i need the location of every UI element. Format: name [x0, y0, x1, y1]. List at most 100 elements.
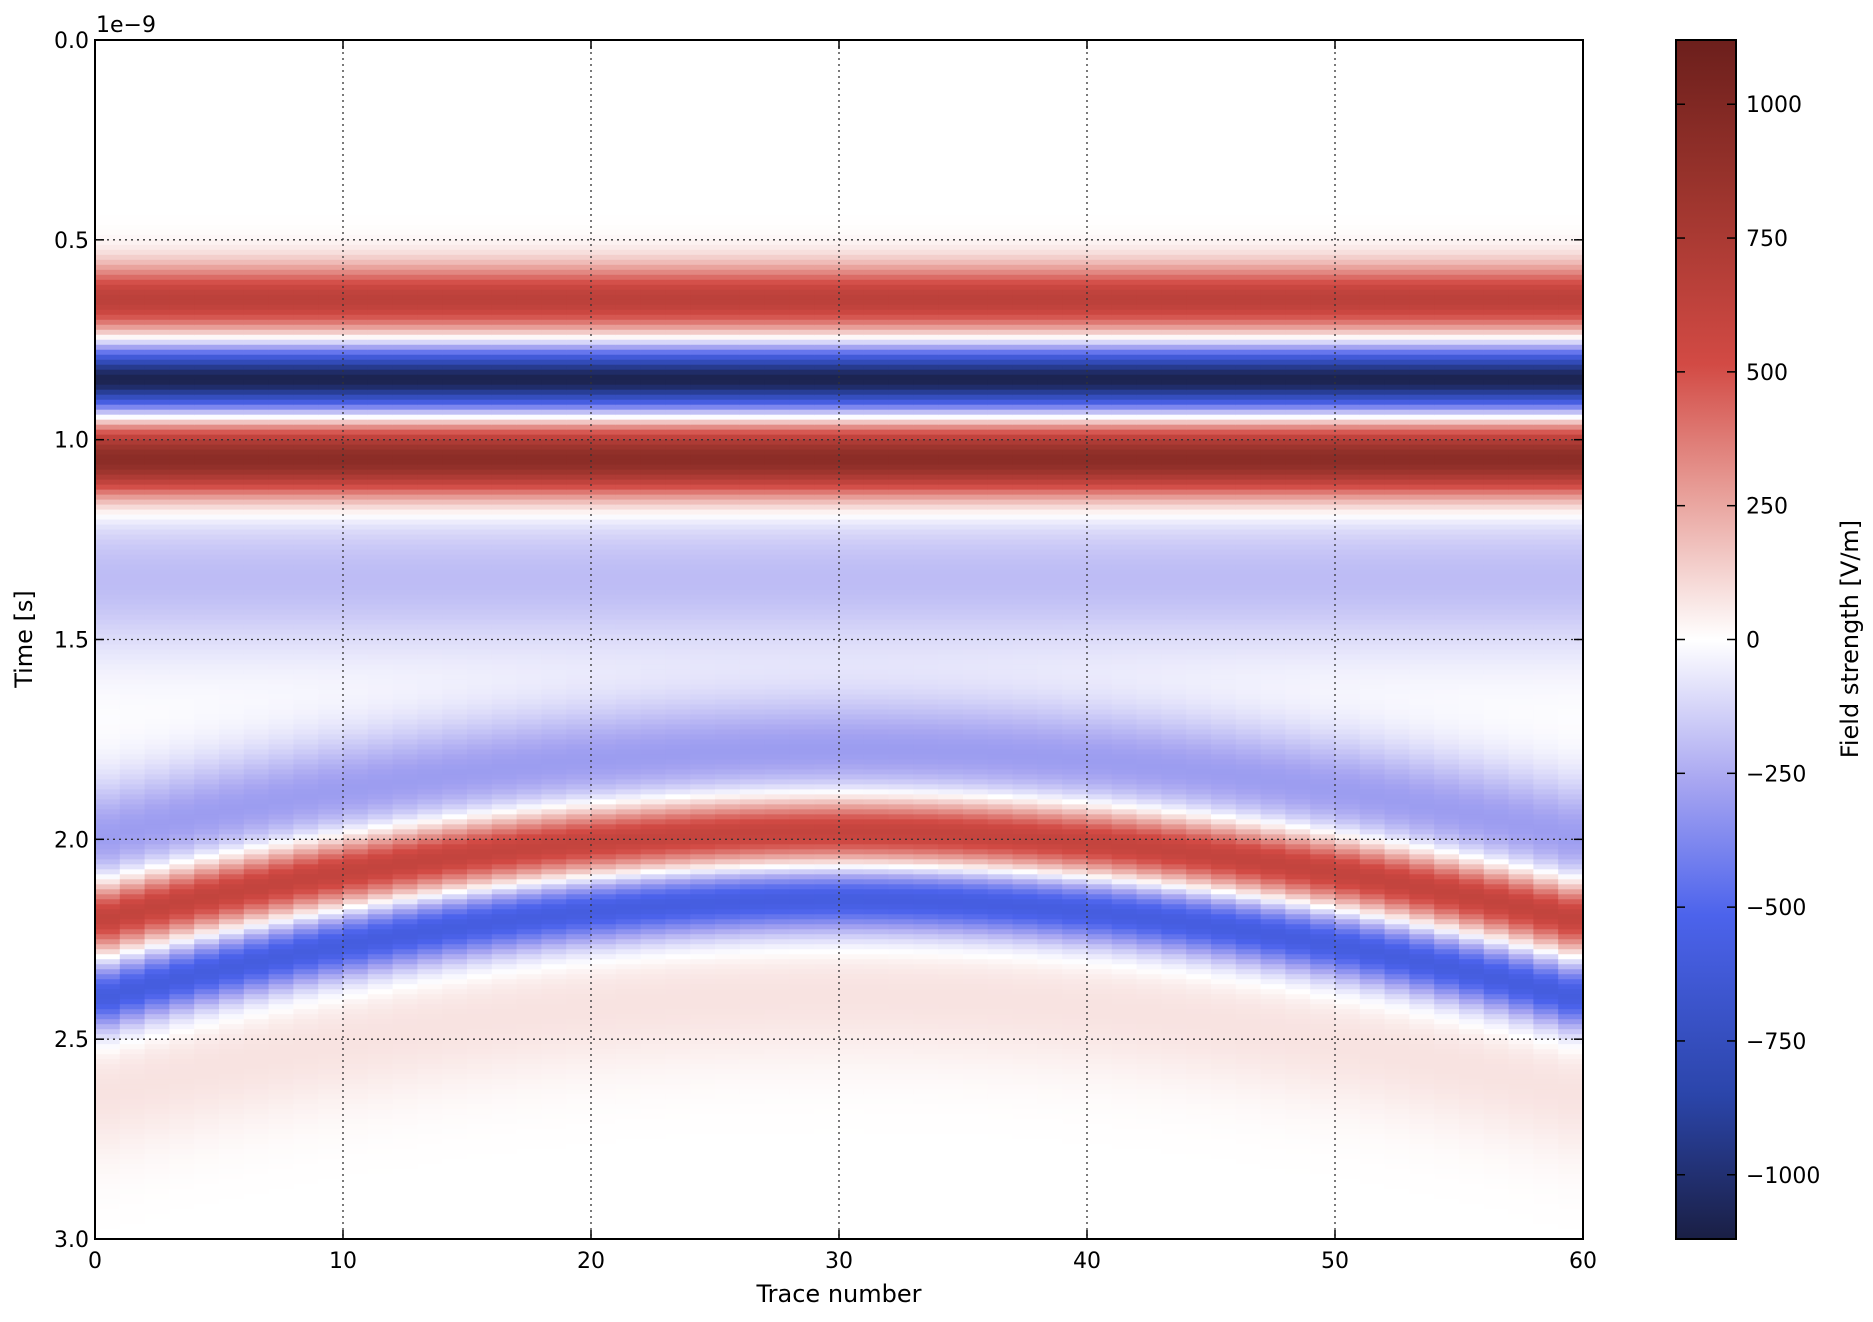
heatmap-cell	[318, 759, 344, 765]
heatmap-cell	[243, 139, 270, 146]
heatmap-cell	[268, 514, 294, 521]
heatmap-cell	[95, 319, 121, 326]
heatmap-cell	[442, 254, 468, 261]
heatmap-cell	[367, 729, 394, 736]
heatmap-cell	[491, 709, 518, 716]
heatmap-cell	[491, 494, 518, 501]
heatmap-cell	[491, 139, 518, 146]
heatmap-cell	[516, 59, 542, 66]
heatmap-cell	[516, 1069, 542, 1075]
heatmap-cell	[144, 754, 170, 760]
heatmap-cell	[219, 334, 245, 341]
heatmap-cell	[417, 1149, 443, 1155]
heatmap-cell	[367, 144, 394, 151]
heatmap-cell	[367, 889, 394, 895]
heatmap-cell	[442, 679, 468, 686]
heatmap-cell	[442, 759, 468, 765]
heatmap-cell	[119, 1119, 146, 1125]
heatmap-cell	[318, 1184, 344, 1190]
heatmap-cell	[591, 864, 617, 870]
heatmap-cell	[194, 554, 220, 561]
heatmap-cell	[144, 40, 170, 46]
heatmap-cell	[144, 434, 170, 441]
heatmap-cell	[591, 599, 617, 606]
heatmap-cell	[491, 364, 518, 371]
heatmap-cell	[367, 1064, 394, 1070]
heatmap-cell	[367, 679, 394, 686]
heatmap-cell	[516, 864, 542, 870]
heatmap-cell	[442, 64, 468, 71]
heatmap-cell	[243, 1184, 270, 1190]
heatmap-cell	[566, 424, 592, 431]
heatmap-cell	[119, 54, 146, 61]
heatmap-cell	[318, 884, 344, 890]
heatmap-cell	[343, 139, 369, 146]
heatmap-cell	[219, 224, 245, 231]
heatmap-cell	[467, 234, 493, 241]
heatmap-cell	[144, 169, 170, 176]
heatmap-cell	[442, 444, 468, 451]
heatmap-cell	[169, 744, 195, 751]
heatmap-cell	[95, 514, 121, 521]
heatmap-cell	[243, 509, 270, 516]
heatmap-cell	[318, 994, 344, 1000]
heatmap-cell	[467, 744, 493, 751]
heatmap-cell	[442, 459, 468, 466]
heatmap-cell	[566, 1074, 592, 1080]
heatmap-cell	[318, 529, 344, 536]
heatmap-cell	[392, 659, 418, 666]
heatmap-cell	[268, 1059, 294, 1065]
heatmap-cell	[194, 49, 220, 56]
heatmap-cell	[516, 214, 542, 221]
heatmap-cell	[591, 384, 617, 391]
heatmap-cell	[95, 1144, 121, 1150]
heatmap-cell	[119, 904, 146, 910]
heatmap-cell	[169, 409, 195, 416]
heatmap-cell	[293, 1029, 319, 1035]
heatmap-cell	[95, 1179, 121, 1185]
heatmap-cell	[95, 769, 121, 775]
heatmap-cell	[144, 734, 170, 741]
heatmap-cell	[541, 634, 567, 641]
heatmap-cell	[541, 769, 567, 775]
heatmap-cell	[293, 624, 319, 631]
heatmap-cell	[343, 594, 369, 601]
heatmap-cell	[219, 1054, 245, 1060]
heatmap-cell	[516, 1179, 542, 1185]
heatmap-cell	[367, 849, 394, 855]
heatmap-cell	[243, 954, 270, 960]
heatmap-cell	[392, 1099, 418, 1105]
heatmap-cell	[442, 799, 468, 805]
heatmap-cell	[169, 114, 195, 121]
heatmap-cell	[541, 724, 567, 731]
heatmap-cell	[194, 944, 220, 950]
heatmap-cell	[491, 564, 518, 571]
heatmap-cell	[268, 369, 294, 376]
heatmap-cell	[268, 1069, 294, 1075]
heatmap-cell	[95, 194, 121, 201]
heatmap-cell	[343, 609, 369, 616]
heatmap-cell	[392, 954, 418, 960]
heatmap-cell	[516, 239, 542, 246]
heatmap-cell	[541, 199, 567, 206]
heatmap-cell	[144, 894, 170, 900]
heatmap-cell	[417, 1234, 443, 1239]
heatmap-cell	[442, 59, 468, 66]
heatmap-cell	[219, 894, 245, 900]
heatmap-cell	[541, 74, 567, 81]
heatmap-cell	[541, 94, 567, 101]
heatmap-cell	[491, 584, 518, 591]
heatmap-cell	[343, 549, 369, 556]
heatmap-cell	[541, 59, 567, 66]
heatmap-cell	[343, 619, 369, 626]
heatmap-cell	[417, 939, 443, 945]
heatmap-cell	[194, 1074, 220, 1080]
heatmap-cell	[144, 909, 170, 915]
heatmap-cell	[268, 874, 294, 880]
heatmap-cell	[194, 449, 220, 456]
heatmap-cell	[516, 684, 542, 691]
heatmap-cell	[268, 724, 294, 731]
heatmap-cell	[268, 734, 294, 741]
heatmap-cell	[243, 754, 270, 760]
heatmap-cell	[144, 724, 170, 731]
